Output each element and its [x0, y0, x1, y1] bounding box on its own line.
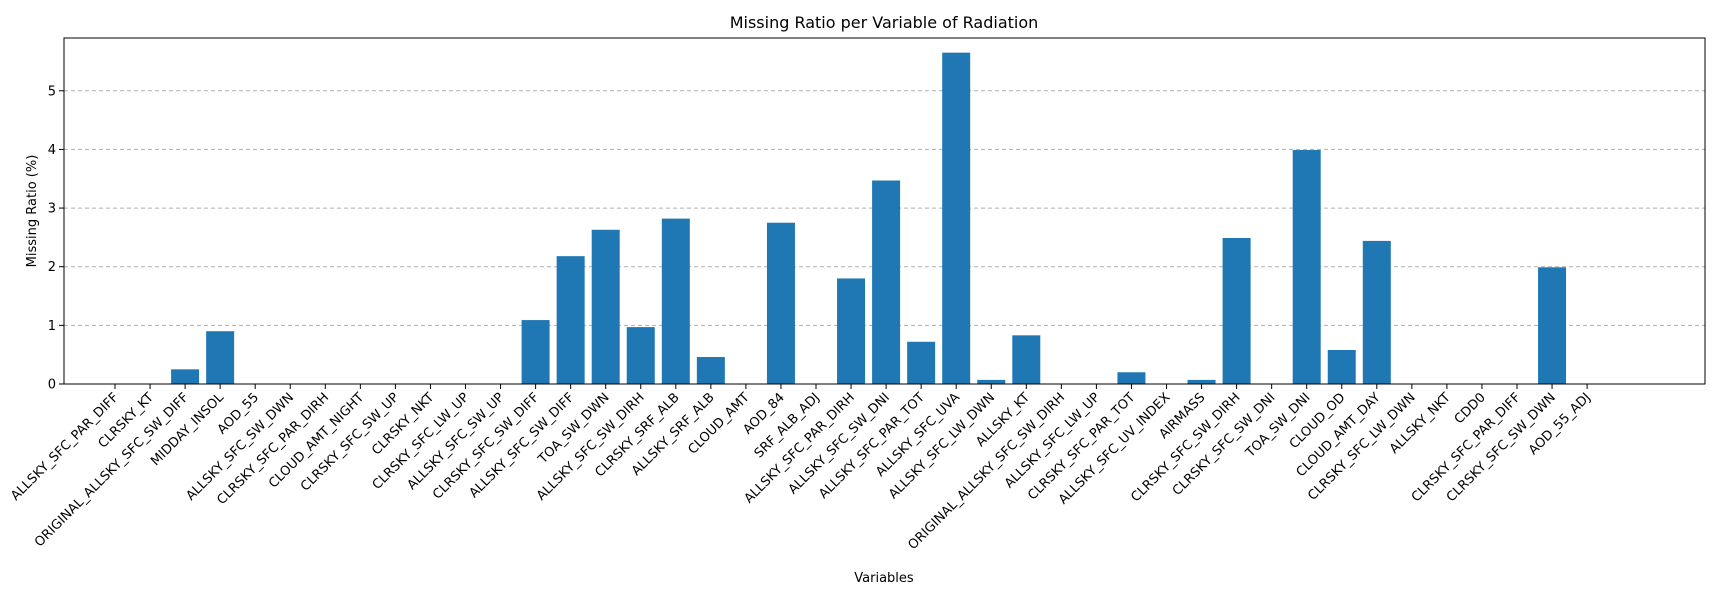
plot-frame [63, 37, 1706, 385]
bar [661, 218, 690, 384]
x-tick-label: AOD_55_ADJ [1526, 390, 1594, 458]
bar [626, 327, 655, 384]
bar [942, 52, 971, 385]
bar [766, 222, 795, 384]
bar [591, 229, 620, 384]
bar [1362, 240, 1391, 384]
bar [521, 320, 550, 384]
bar [1187, 379, 1216, 384]
y-tick-label: 1 [48, 319, 56, 334]
bar [1012, 335, 1041, 384]
bar [1292, 150, 1321, 384]
bar [171, 369, 200, 384]
y-axis: 0 1 2 3 4 5 [48, 84, 64, 393]
bars-layer [171, 52, 1567, 385]
y-axis-label: Missing Ratio (%) [25, 155, 40, 268]
x-axis-label: Variables [854, 571, 914, 586]
bar [556, 256, 585, 384]
bar [1117, 372, 1146, 384]
bar [1538, 267, 1567, 384]
bar [907, 341, 936, 384]
y-tick-label: 0 [48, 378, 56, 393]
bar [1222, 237, 1251, 384]
x-tick-label: ORIGINAL_ALLSKY_SFC_SW_DIFF [32, 390, 192, 550]
x-axis: ALLSKY_SFC_PAR_DIFFCLRSKY_KTORIGINAL_ALL… [8, 384, 1594, 553]
bar [696, 357, 725, 384]
bar [837, 278, 866, 384]
bar [872, 180, 901, 384]
chart-title: Missing Ratio per Variable of Radiation [730, 13, 1039, 32]
bar [977, 379, 1006, 384]
y-tick-label: 3 [48, 202, 56, 217]
bar [1327, 349, 1356, 384]
y-tick-label: 2 [48, 260, 56, 275]
bar [206, 331, 235, 384]
y-tick-label: 4 [48, 143, 56, 158]
y-tick-label: 5 [48, 84, 56, 99]
